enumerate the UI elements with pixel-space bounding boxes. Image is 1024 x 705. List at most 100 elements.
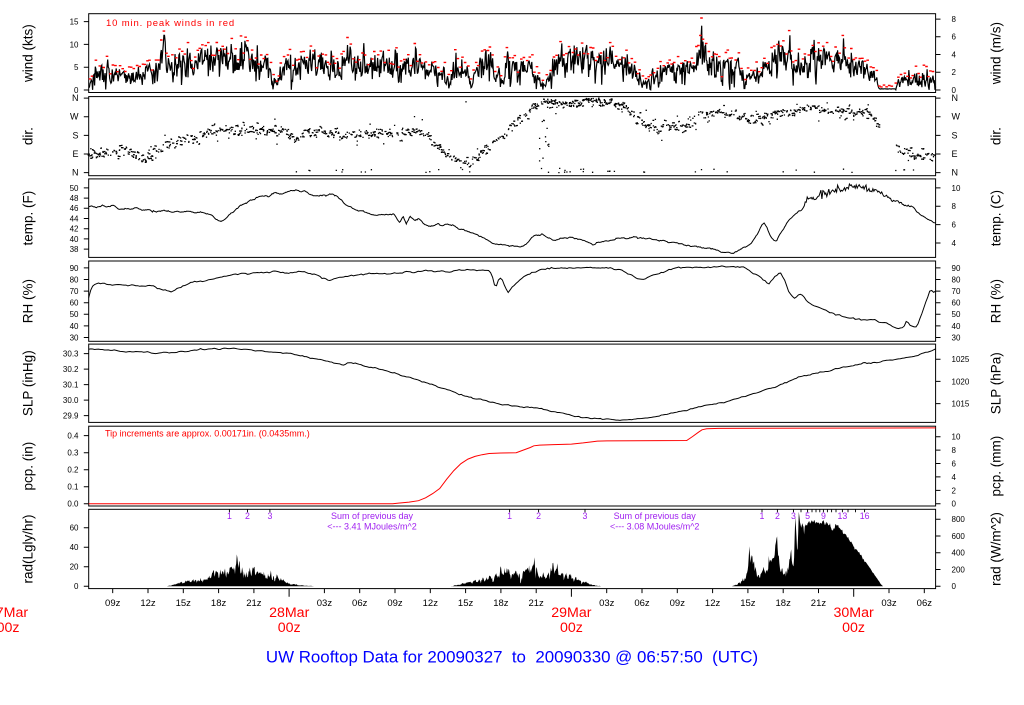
svg-text:06z: 06z xyxy=(634,598,650,609)
svg-text:3: 3 xyxy=(267,511,272,521)
svg-text:UW Rooftop Data for 20090327: UW Rooftop Data for 20090327 to 20090330… xyxy=(266,647,758,666)
svg-text:600: 600 xyxy=(952,532,966,541)
svg-text:44: 44 xyxy=(70,214,79,223)
svg-text:29.9: 29.9 xyxy=(63,412,79,421)
svg-text:03z: 03z xyxy=(599,598,615,609)
svg-text:3: 3 xyxy=(583,511,588,521)
svg-text:W: W xyxy=(70,112,79,122)
svg-text:6: 6 xyxy=(952,459,957,468)
svg-text:10: 10 xyxy=(70,40,79,49)
svg-text:20: 20 xyxy=(70,563,79,572)
svg-text:9: 9 xyxy=(821,511,826,521)
svg-text:S: S xyxy=(72,130,78,140)
svg-text:30: 30 xyxy=(952,333,961,342)
svg-text:RH (%): RH (%) xyxy=(989,279,1004,323)
svg-text:1: 1 xyxy=(760,511,765,521)
svg-text:400: 400 xyxy=(952,549,966,558)
svg-text:13: 13 xyxy=(838,511,848,521)
svg-text:60: 60 xyxy=(952,299,961,308)
svg-text:21z: 21z xyxy=(528,598,544,609)
svg-text:18z: 18z xyxy=(211,598,227,609)
svg-text:dir.: dir. xyxy=(989,127,1004,145)
svg-text:30: 30 xyxy=(70,333,79,342)
svg-text:28Mar: 28Mar xyxy=(269,605,309,621)
svg-text:15z: 15z xyxy=(740,598,756,609)
svg-text:03z: 03z xyxy=(317,598,333,609)
svg-text:06z: 06z xyxy=(352,598,368,609)
svg-text:0.3: 0.3 xyxy=(67,449,79,458)
svg-text:40: 40 xyxy=(70,235,79,244)
svg-text:30.2: 30.2 xyxy=(63,365,79,374)
svg-text:800: 800 xyxy=(952,515,966,524)
svg-text:80: 80 xyxy=(70,275,79,284)
svg-text:70: 70 xyxy=(70,287,79,296)
svg-text:80: 80 xyxy=(952,275,961,284)
svg-text:E: E xyxy=(952,149,958,159)
svg-text:30.0: 30.0 xyxy=(63,396,79,405)
svg-text:0: 0 xyxy=(952,500,957,509)
svg-text:pcp. (mm): pcp. (mm) xyxy=(989,436,1004,497)
svg-text:60: 60 xyxy=(70,524,79,533)
svg-text:2: 2 xyxy=(536,511,541,521)
svg-text:0: 0 xyxy=(952,86,957,95)
svg-text:90: 90 xyxy=(70,264,79,273)
svg-text:1015: 1015 xyxy=(952,399,970,408)
svg-text:40: 40 xyxy=(70,543,79,552)
svg-text:200: 200 xyxy=(952,565,966,574)
svg-text:8: 8 xyxy=(952,446,957,455)
svg-text:3: 3 xyxy=(791,511,796,521)
svg-text:09z: 09z xyxy=(387,598,403,609)
svg-text:0: 0 xyxy=(952,582,957,591)
svg-text:60: 60 xyxy=(70,299,79,308)
svg-text:12z: 12z xyxy=(140,598,156,609)
svg-text:Sum of previous day: Sum of previous day xyxy=(331,511,414,521)
svg-text:70: 70 xyxy=(952,287,961,296)
svg-text:10 min. peak winds in red: 10 min. peak winds in red xyxy=(106,18,235,29)
svg-text:Sum of previous day: Sum of previous day xyxy=(614,511,697,521)
svg-text:SLP (hPa): SLP (hPa) xyxy=(989,352,1004,414)
svg-text:8: 8 xyxy=(952,15,957,24)
svg-text:27Mar: 27Mar xyxy=(0,605,28,621)
svg-text:09z: 09z xyxy=(105,598,121,609)
svg-text:15: 15 xyxy=(70,18,79,27)
svg-text:pcp. (in): pcp. (in) xyxy=(21,442,36,491)
svg-text:40: 40 xyxy=(952,322,961,331)
svg-text:46: 46 xyxy=(70,204,79,213)
svg-text:W: W xyxy=(952,112,961,122)
svg-text:0.2: 0.2 xyxy=(67,466,79,475)
svg-text:16: 16 xyxy=(860,511,870,521)
svg-text:00z: 00z xyxy=(278,620,301,636)
svg-text:dir.: dir. xyxy=(21,127,36,145)
svg-text:2: 2 xyxy=(245,511,250,521)
svg-text:0: 0 xyxy=(74,582,79,591)
svg-text:50: 50 xyxy=(70,310,79,319)
svg-text:temp. (F): temp. (F) xyxy=(21,191,36,246)
svg-text:1: 1 xyxy=(507,511,512,521)
svg-text:40: 40 xyxy=(70,322,79,331)
svg-text:wind (kts): wind (kts) xyxy=(21,24,36,83)
svg-text:00z: 00z xyxy=(842,620,865,636)
svg-text:38: 38 xyxy=(70,245,79,254)
svg-text:<--- 3.41 MJoules/m^2: <--- 3.41 MJoules/m^2 xyxy=(327,521,417,531)
svg-text:4: 4 xyxy=(952,473,957,482)
svg-text:0.0: 0.0 xyxy=(67,500,79,509)
svg-text:2: 2 xyxy=(775,511,780,521)
svg-text:RH (%): RH (%) xyxy=(21,279,36,323)
svg-text:21z: 21z xyxy=(246,598,262,609)
svg-text:18z: 18z xyxy=(776,598,792,609)
svg-text:50: 50 xyxy=(952,310,961,319)
svg-text:0.4: 0.4 xyxy=(67,432,79,441)
svg-text:6: 6 xyxy=(952,33,957,42)
svg-text:00z: 00z xyxy=(560,620,583,636)
svg-text:15z: 15z xyxy=(176,598,192,609)
svg-text:1020: 1020 xyxy=(952,377,970,386)
svg-text:29Mar: 29Mar xyxy=(551,605,591,621)
svg-text:rad (W/m^2): rad (W/m^2) xyxy=(989,512,1004,586)
svg-text:6: 6 xyxy=(952,221,957,230)
svg-text:8: 8 xyxy=(952,202,957,211)
svg-text:30Mar: 30Mar xyxy=(833,605,873,621)
svg-text:12z: 12z xyxy=(423,598,439,609)
svg-text:4: 4 xyxy=(952,239,957,248)
svg-text:wind (m/s): wind (m/s) xyxy=(989,22,1004,85)
svg-text:48: 48 xyxy=(70,194,79,203)
